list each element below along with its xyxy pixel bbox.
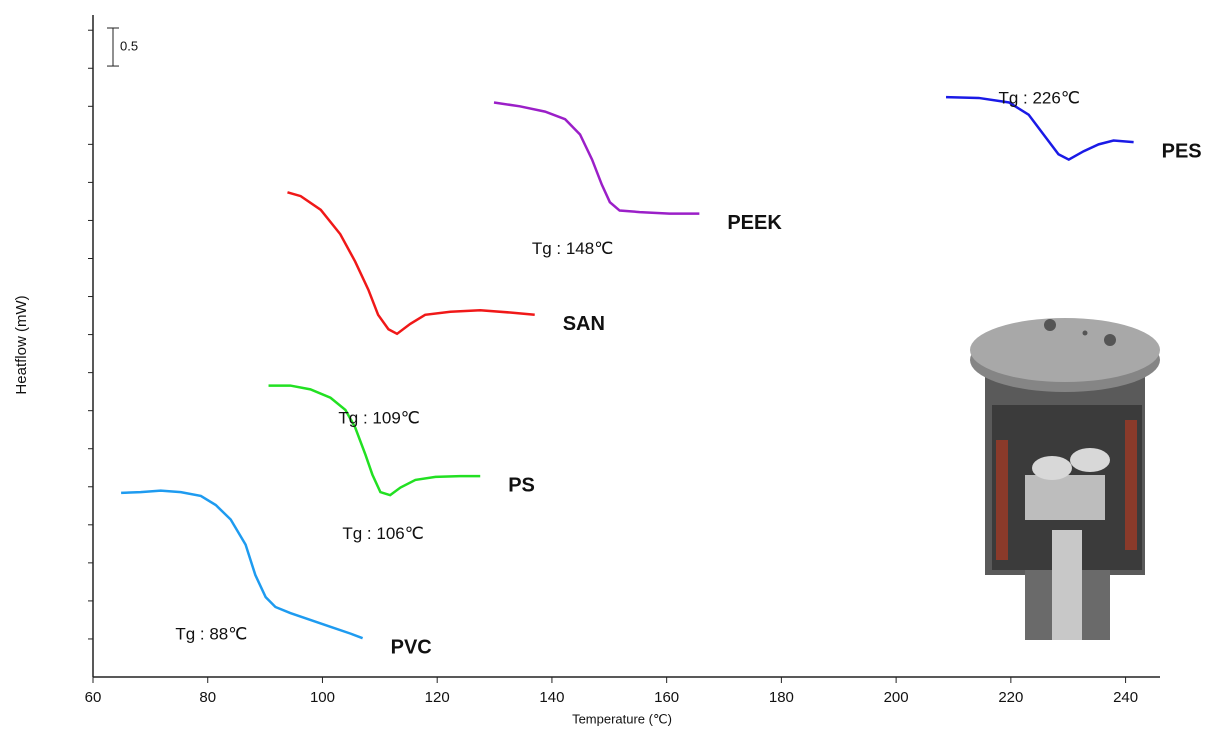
x-axis-label: Temperature (℃) (572, 711, 672, 726)
x-tick-label: 180 (769, 689, 794, 706)
chart: Heatflow (mW) Temperature (℃) 60 80 100 120… (0, 0, 1212, 731)
x-tick-label: 240 (1113, 689, 1138, 706)
dsc-cell-illustration (970, 318, 1160, 640)
scale-bar-label: 0.5 (120, 38, 138, 53)
data-line (494, 103, 699, 214)
data-line (287, 192, 534, 334)
x-tick-label: 80 (199, 689, 216, 706)
x-tick-label: 120 (425, 689, 450, 706)
x-tick-label: 100 (310, 689, 335, 706)
series-label: PS (508, 474, 535, 496)
series-label: PEEK (727, 212, 782, 234)
tg-annotation: Tg : 106℃ (342, 524, 423, 543)
x-tick-label: 200 (884, 689, 909, 706)
x-tick-label: 220 (998, 689, 1023, 706)
series-label: PVC (391, 636, 432, 658)
tg-annotation: Tg : 88℃ (175, 625, 247, 644)
y-axis-label: Heatflow (mW) (13, 295, 30, 394)
series-label: SAN (563, 313, 605, 335)
x-tick-label: 140 (539, 689, 564, 706)
x-tick-label: 160 (654, 689, 679, 706)
tg-annotation: Tg : 226℃ (998, 89, 1079, 108)
data-line (121, 491, 363, 639)
tg-annotation: Tg : 109℃ (338, 409, 419, 428)
data-line (269, 386, 481, 496)
tg-annotation: Tg : 148℃ (532, 239, 613, 258)
series-label: PES (1162, 140, 1202, 162)
x-tick-label: 60 (85, 689, 102, 706)
